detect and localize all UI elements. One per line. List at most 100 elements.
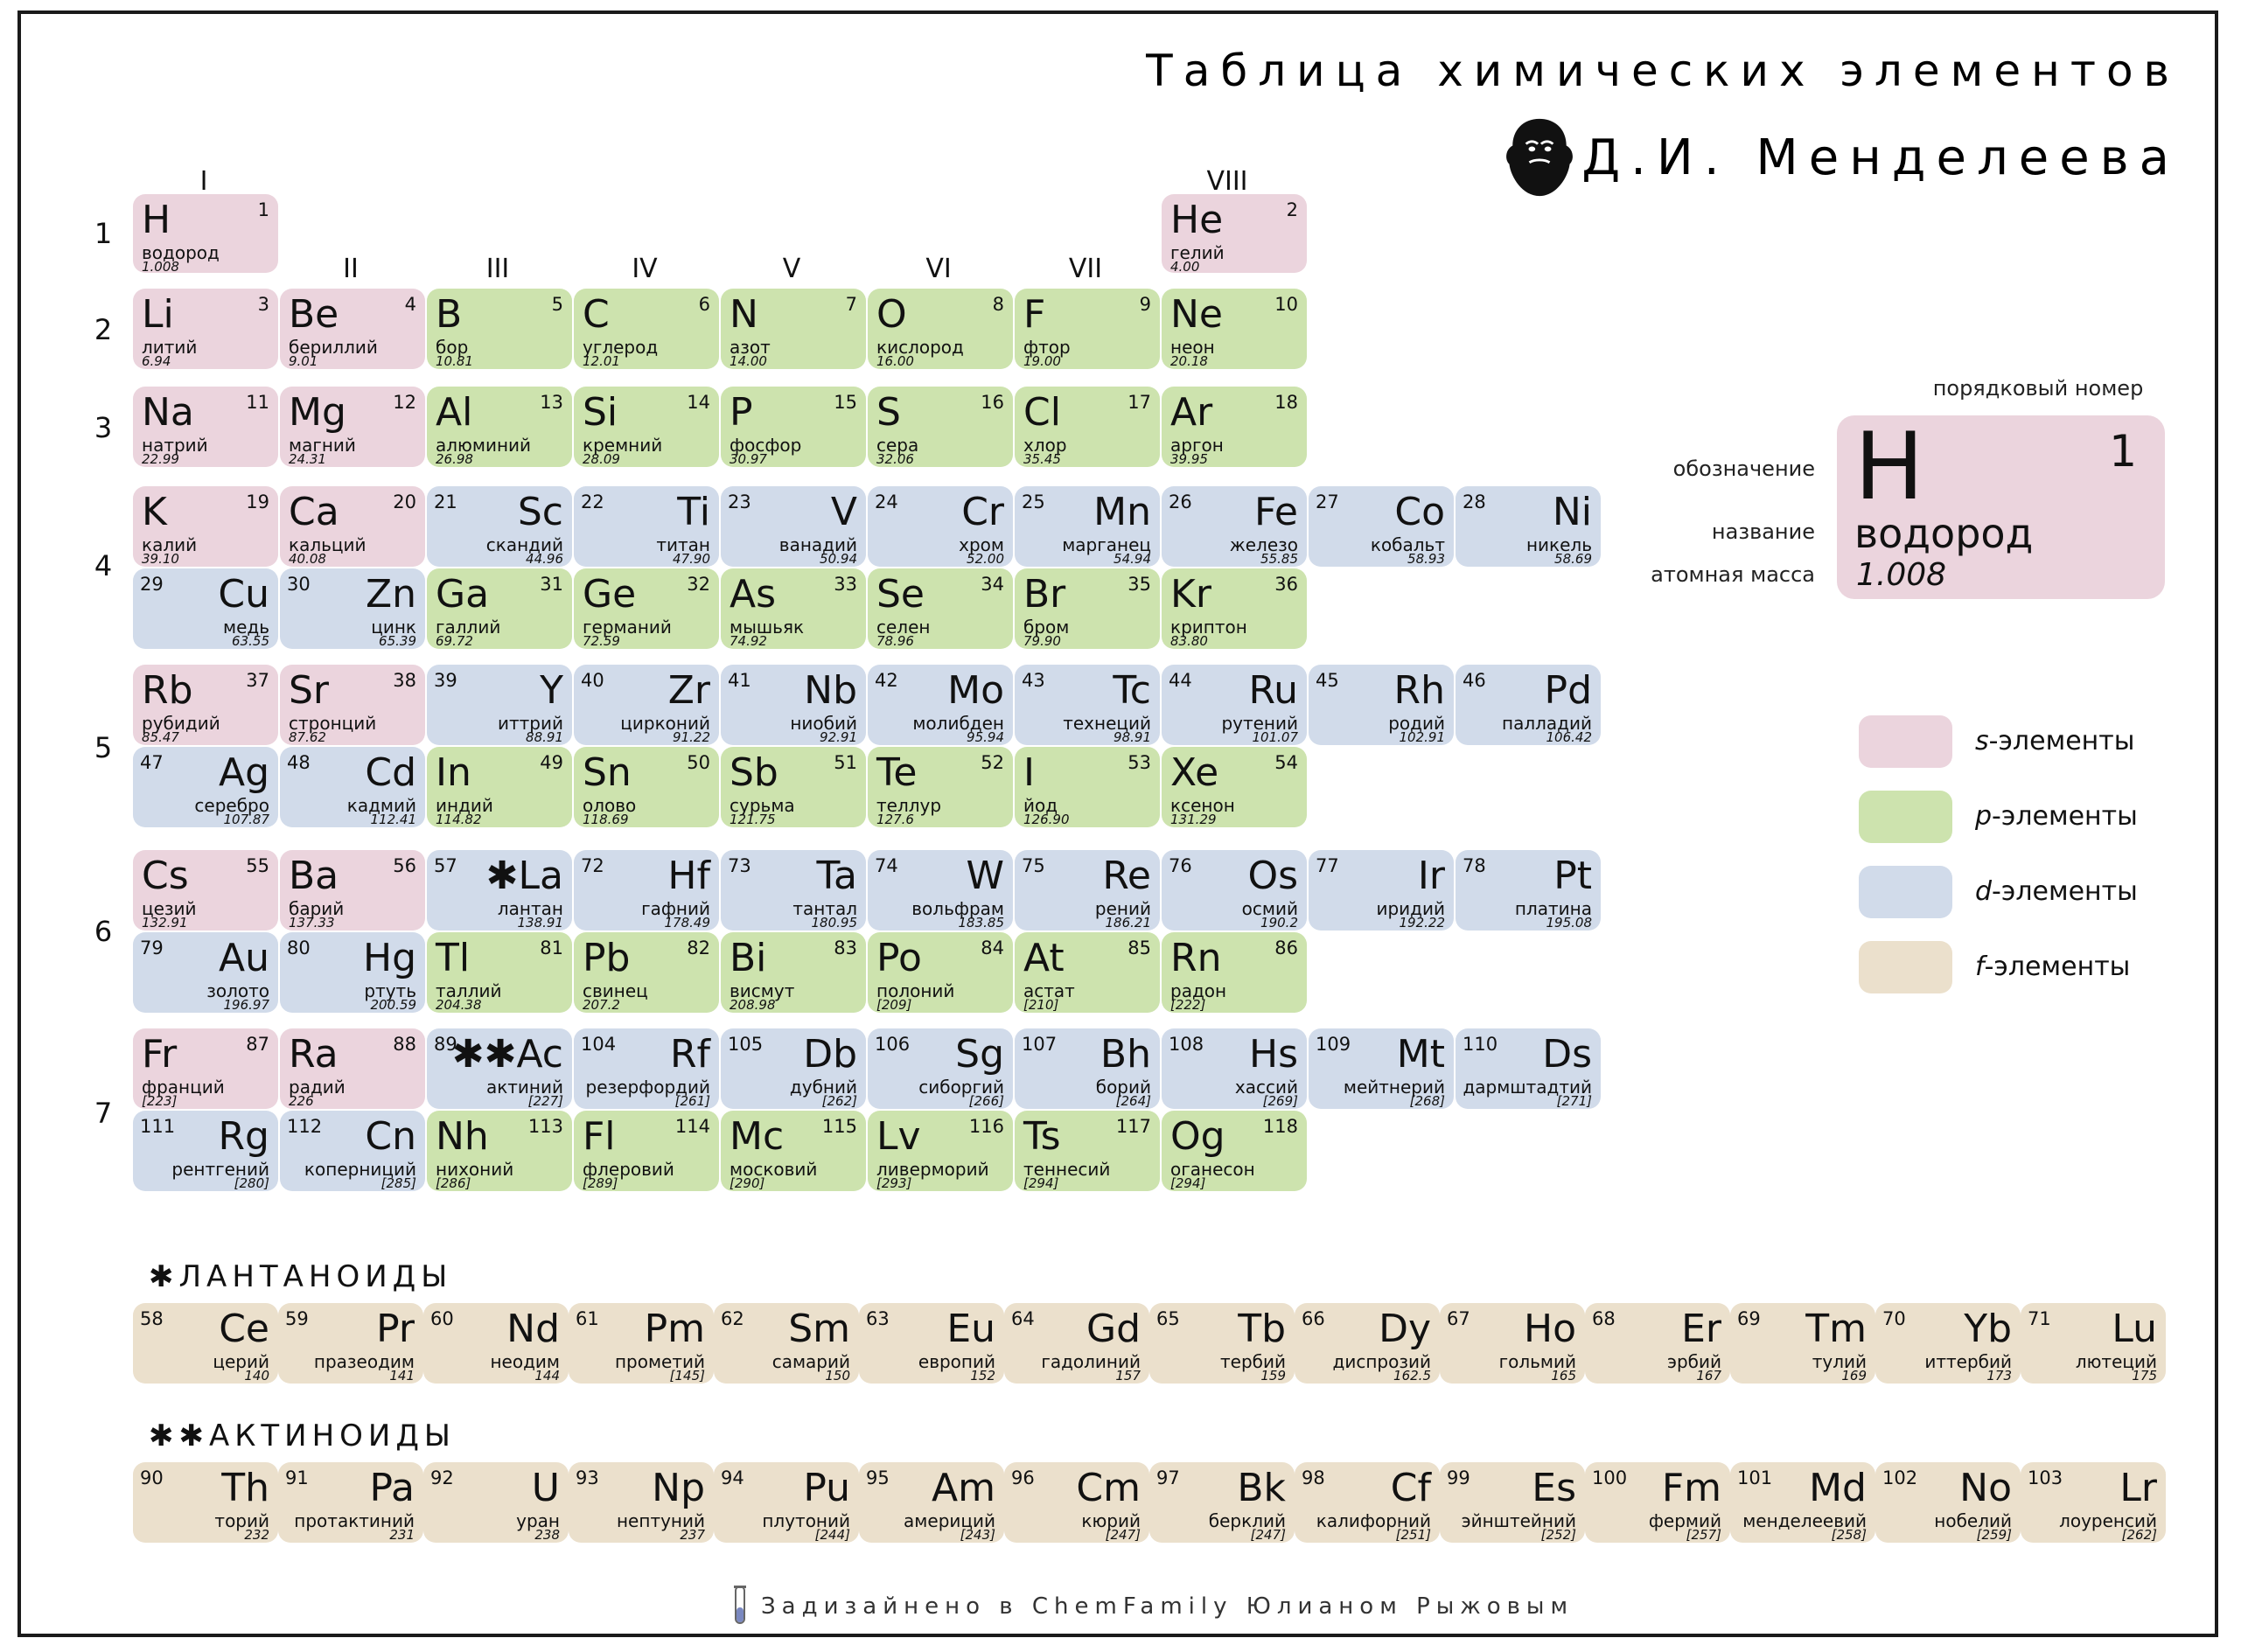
- lanthanoid-cell-66[interactable]: Dy 66 диспрозий 162.5: [1295, 1303, 1440, 1384]
- element-cell-115[interactable]: Mc 115 московий [290]: [721, 1111, 866, 1191]
- element-cell-114[interactable]: Fl 114 флеровий [289]: [574, 1111, 719, 1191]
- element-cell-77[interactable]: Ir 77 иридий 192.22: [1309, 850, 1454, 931]
- element-cell-21[interactable]: Sc 21 скандий 44.96: [427, 486, 572, 567]
- actinoid-cell-92[interactable]: U 92 уран 238: [423, 1462, 569, 1543]
- element-cell-118[interactable]: Og 118 оганесон [294]: [1162, 1111, 1307, 1191]
- element-cell-84[interactable]: Po 84 полоний [209]: [868, 932, 1013, 1013]
- element-cell-111[interactable]: Rg 111 рентгений [280]: [133, 1111, 278, 1191]
- element-cell-31[interactable]: Ga 31 галлий 69.72: [427, 568, 572, 649]
- element-cell-51[interactable]: Sb 51 сурьма 121.75: [721, 747, 866, 827]
- element-cell-22[interactable]: Ti 22 титан 47.90: [574, 486, 719, 567]
- lanthanoid-cell-63[interactable]: Eu 63 европий 152: [859, 1303, 1004, 1384]
- lanthanoid-cell-62[interactable]: Sm 62 самарий 150: [714, 1303, 859, 1384]
- element-cell-76[interactable]: Os 76 осмий 190.2: [1162, 850, 1307, 931]
- element-cell-44[interactable]: Ru 44 рутений 101.07: [1162, 665, 1307, 745]
- lanthanoid-cell-65[interactable]: Tb 65 тербий 159: [1149, 1303, 1295, 1384]
- element-cell-4[interactable]: Be 4 бериллий 9.01: [280, 289, 425, 369]
- lanthanoid-cell-71[interactable]: Lu 71 лютеций 175: [2021, 1303, 2166, 1384]
- lanthanoid-cell-70[interactable]: Yb 70 иттербий 173: [1875, 1303, 2021, 1384]
- element-cell-41[interactable]: Nb 41 ниобий 92.91: [721, 665, 866, 745]
- element-cell-79[interactable]: Au 79 золото 196.97: [133, 932, 278, 1013]
- element-cell-48[interactable]: Cd 48 кадмий 112.41: [280, 747, 425, 827]
- element-cell-109[interactable]: Mt 109 мейтнерий [268]: [1309, 1028, 1454, 1109]
- element-cell-87[interactable]: Fr 87 франций [223]: [133, 1028, 278, 1109]
- actinoid-cell-100[interactable]: Fm 100 фермий [257]: [1585, 1462, 1730, 1543]
- element-cell-88[interactable]: Ra 88 радий 226: [280, 1028, 425, 1109]
- element-cell-33[interactable]: As 33 мышьяк 74.92: [721, 568, 866, 649]
- lanthanoid-cell-60[interactable]: Nd 60 неодим 144: [423, 1303, 569, 1384]
- lanthanoid-cell-67[interactable]: Ho 67 гольмий 165: [1440, 1303, 1585, 1384]
- element-cell-74[interactable]: W 74 вольфрам 183.85: [868, 850, 1013, 931]
- element-cell-85[interactable]: At 85 астат [210]: [1015, 932, 1160, 1013]
- lanthanoid-cell-58[interactable]: Ce 58 церий 140: [133, 1303, 278, 1384]
- element-cell-15[interactable]: P 15 фосфор 30.97: [721, 387, 866, 467]
- element-cell-43[interactable]: Tc 43 технеций 98.91: [1015, 665, 1160, 745]
- element-cell-16[interactable]: S 16 сера 32.06: [868, 387, 1013, 467]
- element-cell-29[interactable]: Cu 29 медь 63.55: [133, 568, 278, 649]
- element-cell-55[interactable]: Cs 55 цезий 132.91: [133, 850, 278, 931]
- element-cell-89[interactable]: ✱✱Ac 89 актиний [227]: [427, 1028, 572, 1109]
- element-cell-86[interactable]: Rn 86 радон [222]: [1162, 932, 1307, 1013]
- element-cell-73[interactable]: Ta 73 тантал 180.95: [721, 850, 866, 931]
- element-cell-13[interactable]: Al 13 алюминий 26.98: [427, 387, 572, 467]
- element-cell-112[interactable]: Cn 112 коперниций [285]: [280, 1111, 425, 1191]
- element-cell-9[interactable]: F 9 фтор 19.00: [1015, 289, 1160, 369]
- actinoid-cell-103[interactable]: Lr 103 лоуренсий [262]: [2021, 1462, 2166, 1543]
- element-cell-32[interactable]: Ge 32 германий 72.59: [574, 568, 719, 649]
- element-cell-6[interactable]: C 6 углерод 12.01: [574, 289, 719, 369]
- element-cell-83[interactable]: Bi 83 висмут 208.98: [721, 932, 866, 1013]
- element-cell-17[interactable]: Cl 17 хлор 35.45: [1015, 387, 1160, 467]
- element-cell-46[interactable]: Pd 46 палладий 106.42: [1456, 665, 1601, 745]
- element-cell-7[interactable]: N 7 азот 14.00: [721, 289, 866, 369]
- element-cell-54[interactable]: Xe 54 ксенон 131.29: [1162, 747, 1307, 827]
- element-cell-56[interactable]: Ba 56 барий 137.33: [280, 850, 425, 931]
- element-cell-75[interactable]: Re 75 рений 186.21: [1015, 850, 1160, 931]
- element-cell-27[interactable]: Co 27 кобальт 58.93: [1309, 486, 1454, 567]
- element-cell-23[interactable]: V 23 ванадий 50.94: [721, 486, 866, 567]
- actinoid-cell-94[interactable]: Pu 94 плутоний [244]: [714, 1462, 859, 1543]
- element-cell-52[interactable]: Te 52 теллур 127.6: [868, 747, 1013, 827]
- actinoid-cell-95[interactable]: Am 95 америций [243]: [859, 1462, 1004, 1543]
- element-cell-11[interactable]: Na 11 натрий 22.99: [133, 387, 278, 467]
- actinoid-cell-102[interactable]: No 102 нобелий [259]: [1875, 1462, 2021, 1543]
- element-cell-40[interactable]: Zr 40 цирконий 91.22: [574, 665, 719, 745]
- element-cell-42[interactable]: Mo 42 молибден 95.94: [868, 665, 1013, 745]
- element-cell-117[interactable]: Ts 117 теннесий [294]: [1015, 1111, 1160, 1191]
- element-cell-49[interactable]: In 49 индий 114.82: [427, 747, 572, 827]
- element-cell-82[interactable]: Pb 82 свинец 207.2: [574, 932, 719, 1013]
- element-cell-18[interactable]: Ar 18 аргон 39.95: [1162, 387, 1307, 467]
- element-cell-105[interactable]: Db 105 дубний [262]: [721, 1028, 866, 1109]
- element-cell-57[interactable]: ✱La 57 лантан 138.91: [427, 850, 572, 931]
- element-cell-24[interactable]: Cr 24 хром 52.00: [868, 486, 1013, 567]
- element-cell-38[interactable]: Sr 38 стронций 87.62: [280, 665, 425, 745]
- element-cell-14[interactable]: Si 14 кремний 28.09: [574, 387, 719, 467]
- element-cell-8[interactable]: O 8 кислород 16.00: [868, 289, 1013, 369]
- actinoid-cell-96[interactable]: Cm 96 кюрий [247]: [1004, 1462, 1149, 1543]
- element-cell-104[interactable]: Rf 104 резерфордий [261]: [574, 1028, 719, 1109]
- element-cell-108[interactable]: Hs 108 хассий [269]: [1162, 1028, 1307, 1109]
- element-cell-37[interactable]: Rb 37 рубидий 85.47: [133, 665, 278, 745]
- actinoid-cell-93[interactable]: Np 93 нептуний 237: [569, 1462, 714, 1543]
- lanthanoid-cell-59[interactable]: Pr 59 празеодим 141: [278, 1303, 423, 1384]
- element-cell-34[interactable]: Se 34 селен 78.96: [868, 568, 1013, 649]
- element-cell-72[interactable]: Hf 72 гафний 178.49: [574, 850, 719, 931]
- element-cell-26[interactable]: Fe 26 железо 55.85: [1162, 486, 1307, 567]
- element-cell-110[interactable]: Ds 110 дармштадтий [271]: [1456, 1028, 1601, 1109]
- element-cell-1[interactable]: H 1 водород 1.008: [133, 194, 278, 274]
- element-cell-106[interactable]: Sg 106 сиборгий [266]: [868, 1028, 1013, 1109]
- lanthanoid-cell-68[interactable]: Er 68 эрбий 167: [1585, 1303, 1730, 1384]
- element-cell-36[interactable]: Kr 36 криптон 83.80: [1162, 568, 1307, 649]
- actinoid-cell-98[interactable]: Cf 98 калифорний [251]: [1295, 1462, 1440, 1543]
- element-cell-116[interactable]: Lv 116 ливерморий [293]: [868, 1111, 1013, 1191]
- element-cell-47[interactable]: Ag 47 серебро 107.87: [133, 747, 278, 827]
- element-cell-20[interactable]: Ca 20 кальций 40.08: [280, 486, 425, 567]
- lanthanoid-cell-69[interactable]: Tm 69 тулий 169: [1730, 1303, 1875, 1384]
- element-cell-39[interactable]: Y 39 иттрий 88.91: [427, 665, 572, 745]
- element-cell-30[interactable]: Zn 30 цинк 65.39: [280, 568, 425, 649]
- element-cell-5[interactable]: B 5 бор 10.81: [427, 289, 572, 369]
- actinoid-cell-91[interactable]: Pa 91 протактиний 231: [278, 1462, 423, 1543]
- element-cell-10[interactable]: Ne 10 неон 20.18: [1162, 289, 1307, 369]
- lanthanoid-cell-64[interactable]: Gd 64 гадолиний 157: [1004, 1303, 1149, 1384]
- element-cell-35[interactable]: Br 35 бром 79.90: [1015, 568, 1160, 649]
- actinoid-cell-99[interactable]: Es 99 эйнштейний [252]: [1440, 1462, 1585, 1543]
